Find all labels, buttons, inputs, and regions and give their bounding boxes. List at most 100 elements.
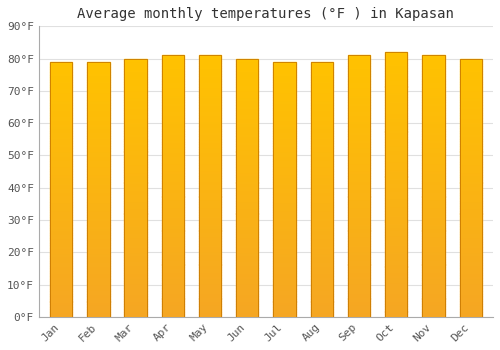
Bar [348,262,370,265]
Bar [422,288,444,290]
Bar [87,314,110,317]
Bar [87,176,110,179]
Bar [87,199,110,202]
Bar [460,113,482,116]
Bar [348,71,370,74]
Bar [124,144,147,146]
Bar [87,169,110,172]
Bar [422,189,444,191]
Bar [50,69,72,72]
Bar [460,139,482,141]
Bar [162,149,184,152]
Bar [87,202,110,205]
Bar [124,250,147,252]
Bar [460,141,482,144]
Bar [385,124,407,126]
Bar [50,62,72,64]
Bar [87,192,110,194]
Bar [236,120,258,123]
Bar [162,207,184,210]
Bar [236,141,258,144]
Bar [50,79,72,82]
Bar [162,157,184,160]
Bar [199,55,222,317]
Bar [124,61,147,64]
Bar [385,166,407,169]
Bar [310,159,333,161]
Bar [460,286,482,288]
Bar [50,301,72,304]
Bar [199,191,222,194]
Bar [348,160,370,162]
Bar [124,64,147,66]
Bar [385,203,407,206]
Bar [460,275,482,278]
Bar [310,176,333,179]
Bar [162,189,184,191]
Bar [199,301,222,304]
Bar [124,180,147,182]
Bar [422,225,444,228]
Bar [199,176,222,178]
Bar [199,233,222,236]
Bar [162,121,184,123]
Bar [199,100,222,103]
Bar [236,159,258,162]
Bar [124,97,147,100]
Bar [422,278,444,280]
Bar [50,204,72,207]
Bar [348,105,370,108]
Bar [50,131,72,133]
Bar [460,262,482,265]
Bar [274,296,295,299]
Bar [385,256,407,259]
Bar [274,87,295,90]
Bar [50,228,72,230]
Bar [460,260,482,262]
Bar [422,165,444,168]
Bar [460,273,482,275]
Bar [199,275,222,278]
Bar [87,248,110,251]
Bar [87,284,110,286]
Bar [124,182,147,185]
Bar [50,90,72,92]
Bar [422,157,444,160]
Bar [236,250,258,252]
Bar [385,240,407,243]
Bar [460,239,482,242]
Bar [199,160,222,162]
Bar [460,182,482,185]
Bar [236,113,258,116]
Bar [310,263,333,266]
Bar [422,142,444,144]
Bar [274,172,295,174]
Bar [124,141,147,144]
Bar [236,74,258,77]
Bar [348,178,370,181]
Bar [162,76,184,79]
Bar [87,215,110,217]
Bar [460,133,482,136]
Bar [236,84,258,87]
Bar [236,244,258,247]
Bar [274,273,295,276]
Bar [199,244,222,246]
Bar [50,199,72,202]
Bar [385,179,407,182]
Bar [385,145,407,147]
Bar [124,291,147,294]
Bar [422,283,444,286]
Bar [460,172,482,175]
Bar [162,118,184,121]
Bar [124,294,147,296]
Bar [124,139,147,141]
Bar [422,107,444,110]
Bar [236,128,258,131]
Bar [422,121,444,123]
Bar [87,62,110,64]
Bar [124,221,147,224]
Bar [460,252,482,255]
Bar [199,55,222,58]
Bar [385,224,407,227]
